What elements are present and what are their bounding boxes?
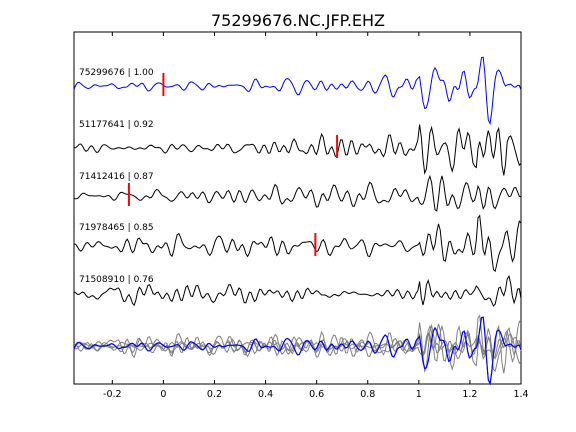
trace-line-5 (73, 274, 522, 307)
x-tick-label: 0 (160, 389, 166, 400)
stack-trace-2 (73, 322, 522, 374)
trace-label-5: 71508910 | 0.76 (79, 275, 154, 285)
stack-trace-5 (73, 326, 522, 359)
x-tick-label: 1.2 (462, 389, 477, 400)
x-tick-label: 0.4 (258, 389, 273, 400)
trace-line-2 (73, 124, 522, 176)
plot-frame (73, 31, 522, 385)
trace-line-4 (73, 214, 522, 273)
trace-label-3: 71412416 | 0.87 (79, 172, 154, 182)
x-tick-label: -0.2 (103, 389, 122, 400)
trace-labels: 75299676 | 1.00 51177641 | 0.92 71412416 |… (79, 68, 154, 285)
traces-layer (73, 56, 522, 386)
x-axis: -0.2 0 0.2 0.4 0.6 0.8 1 1.2 1.4 (103, 32, 529, 400)
trace-label-1: 75299676 | 1.00 (79, 68, 154, 78)
x-tick-label: 0.6 (309, 389, 324, 400)
x-tick-label: 1.4 (513, 389, 528, 400)
x-tick-label: 0.2 (207, 389, 222, 400)
pick-markers (127, 73, 339, 256)
chart-title: 75299676.NC.JFP.EHZ (211, 11, 385, 30)
trace-label-2: 51177641 | 0.92 (79, 120, 154, 130)
stack-reference-trace (73, 316, 522, 386)
trace-label-4: 71978465 | 0.85 (79, 223, 154, 233)
trace-line-1 (73, 56, 522, 126)
trace-line-3 (73, 174, 522, 212)
x-tick-label: 1 (416, 389, 422, 400)
x-tick-label: 0.8 (360, 389, 375, 400)
